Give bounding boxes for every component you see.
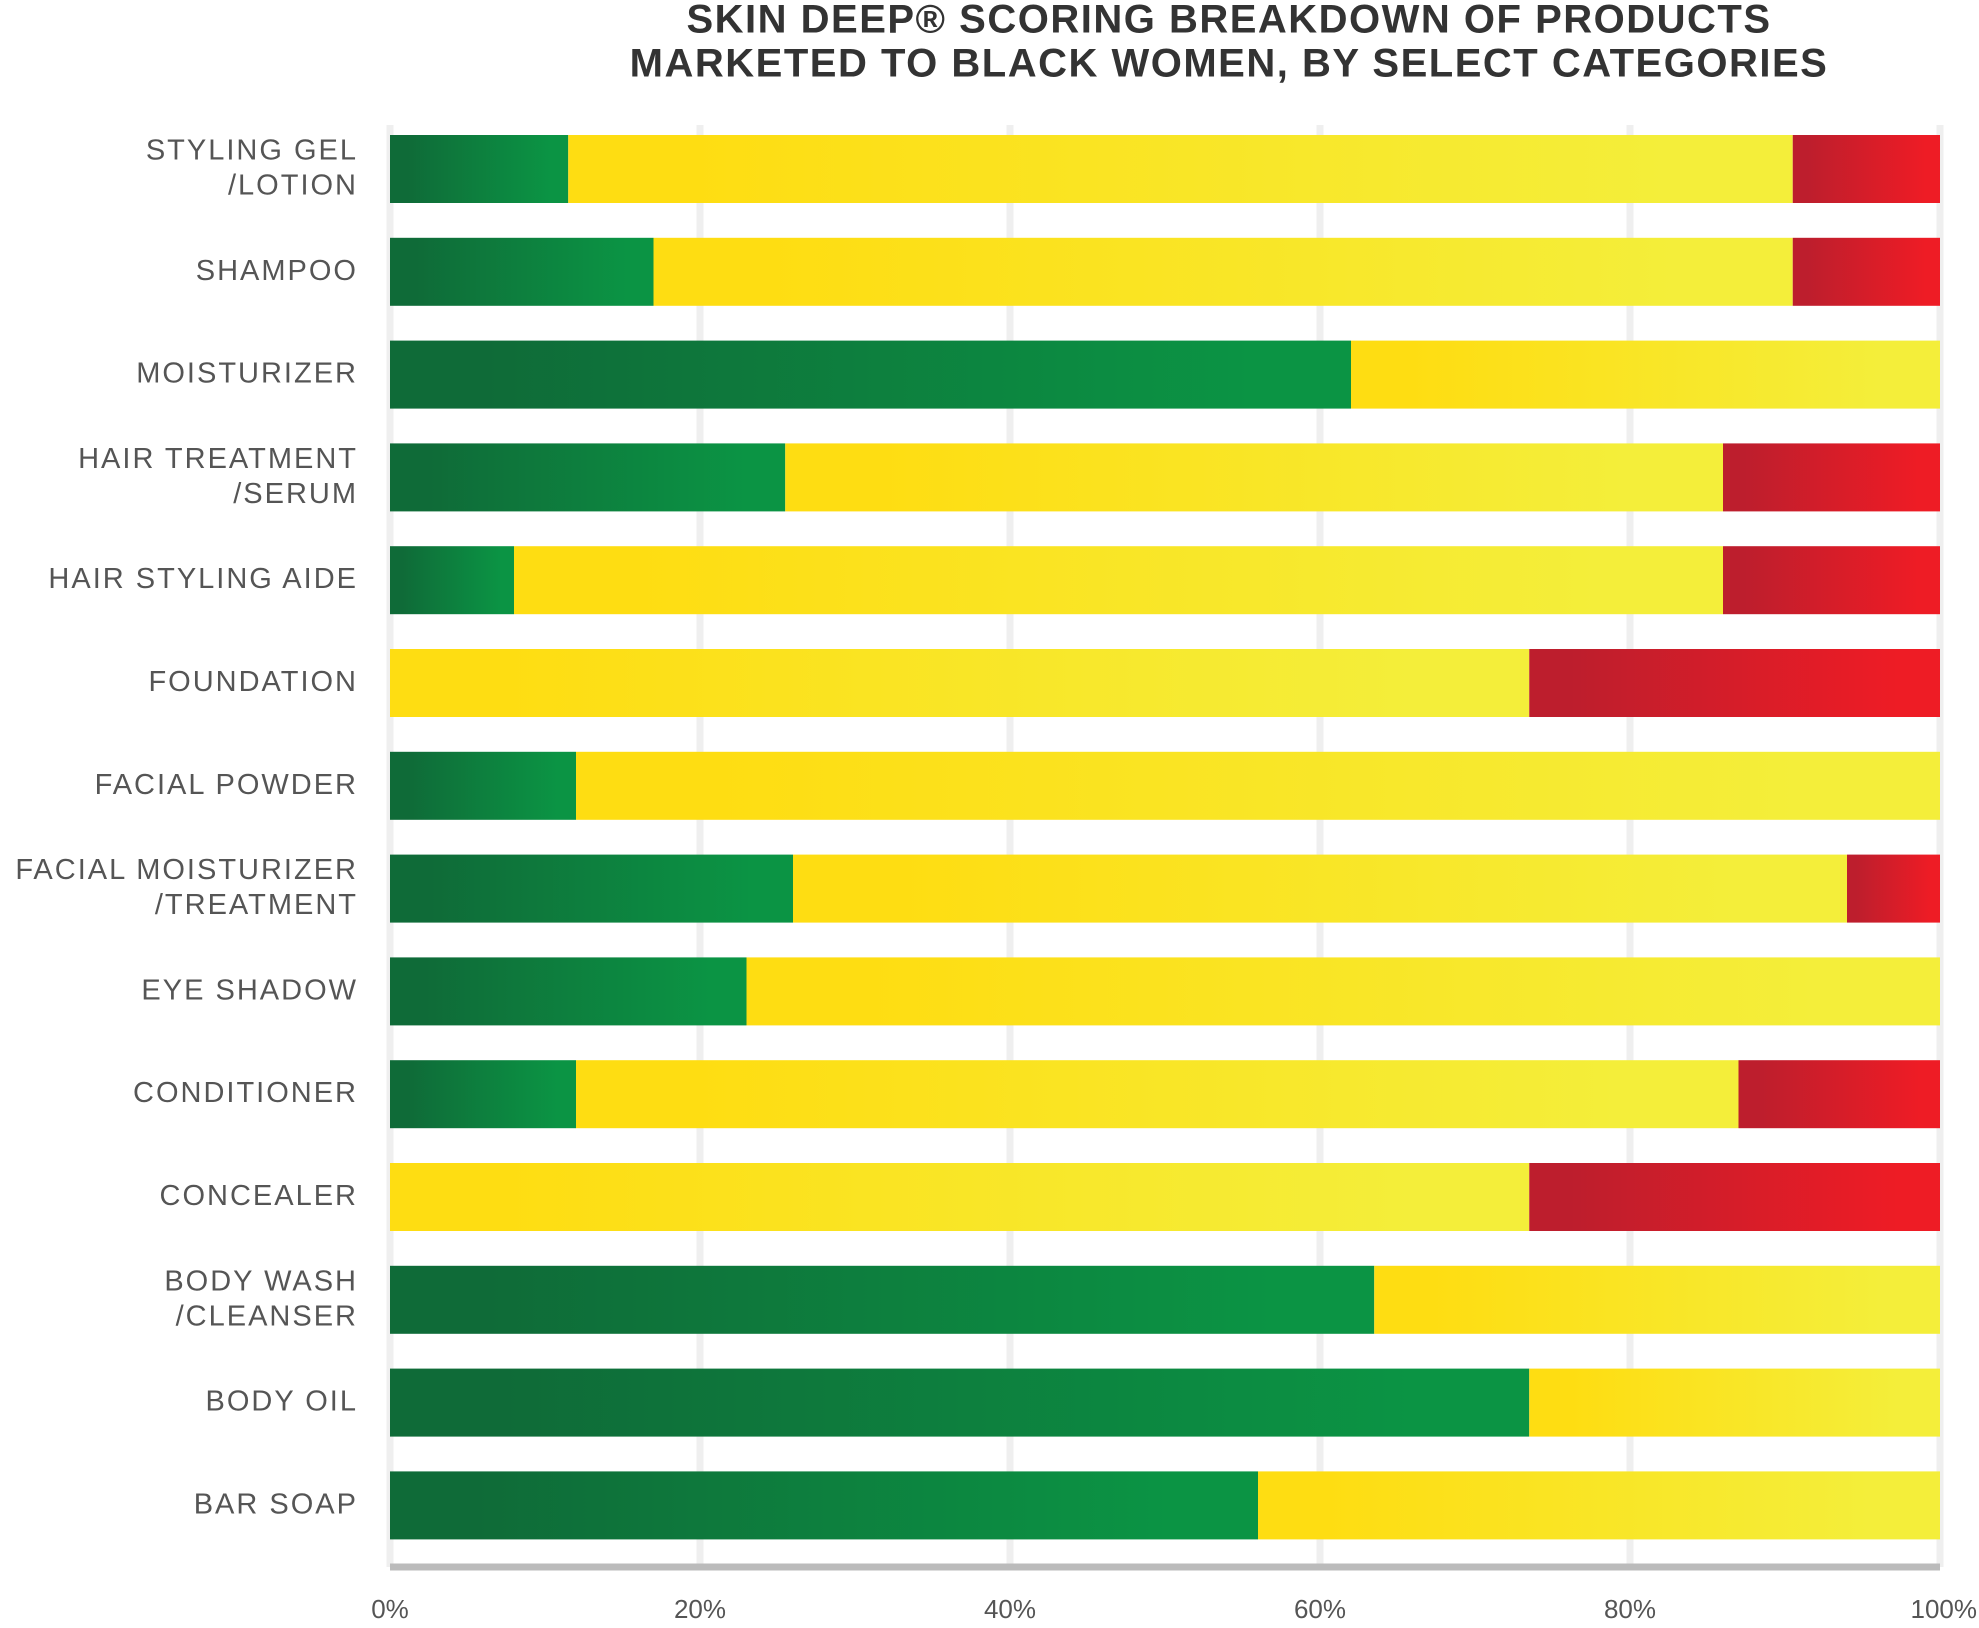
bar-segment [390, 546, 514, 615]
bar-segment [390, 1471, 1258, 1540]
category-label: BODY WASH/CLEANSER [164, 1265, 358, 1332]
category-label: HAIR STYLING AIDE [48, 563, 358, 595]
bar-segment [390, 135, 569, 203]
bar-segment [1723, 443, 1940, 512]
category-line: /SERUM [233, 478, 358, 510]
bar-segment [390, 854, 793, 923]
bar-segment [1258, 1471, 1940, 1540]
bar-segment [514, 546, 1723, 615]
category-line: STYLING GEL [146, 134, 358, 166]
bar-segment [1792, 237, 1940, 306]
category-line: BODY WASH [164, 1265, 358, 1297]
bar-segment [576, 751, 1940, 820]
category-line: EYE SHADOW [141, 974, 358, 1006]
category-line: HAIR TREATMENT [78, 443, 358, 475]
category-line: CONDITIONER [133, 1077, 358, 1109]
bar-segment [1374, 1265, 1940, 1334]
bar-segment [390, 751, 576, 820]
category-label: CONDITIONER [133, 1077, 358, 1109]
category-line: /CLEANSER [176, 1300, 358, 1332]
x-tick-label: 80% [1604, 1594, 1656, 1624]
bar-segment [390, 1163, 1530, 1231]
category-label: MOISTURIZER [136, 357, 358, 389]
category-label: HAIR TREATMENT/SERUM [78, 443, 358, 510]
bar-segment [785, 443, 1723, 512]
bar-segment [390, 957, 747, 1026]
bar-segment [1723, 546, 1940, 615]
bar-segment [1529, 649, 1940, 717]
category-line: FOUNDATION [148, 666, 358, 698]
chart-title: SKIN DEEP® SCORING BREAKDOWN OF PRODUCTS [686, 0, 1771, 42]
category-label: FOUNDATION [148, 666, 358, 698]
bar-segment [1529, 1368, 1940, 1437]
chart-title: MARKETED TO BLACK WOMEN, BY SELECT CATEG… [630, 42, 1829, 86]
bar-segment [1738, 1060, 1940, 1129]
bar-segment [390, 1060, 576, 1129]
bar-segment [390, 443, 786, 512]
x-tick-label: 20% [674, 1594, 726, 1624]
x-tick-label: 40% [984, 1594, 1036, 1624]
category-line: FACIAL MOISTURIZER [15, 854, 358, 886]
x-tick-label: 100% [1911, 1594, 1978, 1624]
category-line: SHAMPOO [196, 254, 358, 286]
bar-segment [1792, 135, 1940, 203]
bar-segment [793, 854, 1847, 923]
category-line: FACIAL POWDER [95, 768, 358, 800]
category-line: CONCEALER [160, 1180, 359, 1212]
x-tick-label: 60% [1294, 1594, 1346, 1624]
category-label: BODY OIL [206, 1385, 358, 1417]
bar-segment [390, 649, 1530, 717]
category-label: CONCEALER [160, 1180, 359, 1212]
category-line: /LOTION [228, 169, 358, 201]
bar-segment [576, 1060, 1739, 1129]
bar-segment [1529, 1163, 1940, 1231]
bar-segment [390, 1368, 1530, 1437]
category-line: HAIR STYLING AIDE [48, 563, 358, 595]
category-line: BODY OIL [206, 1385, 358, 1417]
category-label: EYE SHADOW [141, 974, 358, 1006]
category-line: /TREATMENT [155, 889, 358, 921]
category-line: MOISTURIZER [136, 357, 358, 389]
bar-segment [1351, 340, 1940, 409]
bar-segment [1847, 854, 1940, 923]
category-label: FACIAL POWDER [95, 768, 358, 800]
category-line: BAR SOAP [194, 1488, 358, 1520]
bar-segment [390, 237, 654, 306]
bar-segment [390, 340, 1351, 409]
bar-segment [746, 957, 1940, 1026]
bar-segment [390, 1265, 1375, 1334]
category-label: FACIAL MOISTURIZER/TREATMENT [15, 854, 358, 921]
bar-segment [568, 135, 1793, 203]
bar-segment [653, 237, 1793, 306]
category-label: STYLING GEL/LOTION [146, 134, 358, 201]
x-tick-label: 0% [371, 1594, 409, 1624]
category-label: BAR SOAP [194, 1488, 358, 1520]
category-label: SHAMPOO [196, 254, 358, 286]
